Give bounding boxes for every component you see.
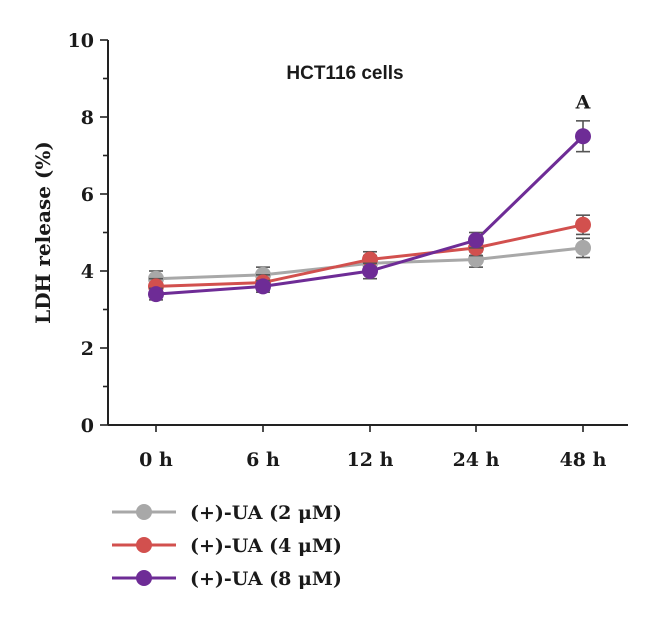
data-point (362, 263, 378, 279)
legend-item: (+)-UA (4 μM) (112, 535, 342, 557)
data-point (575, 216, 591, 233)
x-tick-label: 6 h (246, 449, 280, 471)
legend-item: (+)-UA (8 μM) (112, 568, 342, 590)
legend-swatch-marker (136, 570, 152, 586)
legend: (+)-UA (2 μM) (+)-UA (4 μM) (+)-UA (8 μM) (112, 502, 342, 590)
chart-title: HCT116 cells (286, 63, 403, 84)
y-tick-label: 8 (81, 107, 94, 129)
legend-item: (+)-UA (2 μM) (112, 502, 342, 524)
data-point (575, 239, 591, 256)
x-tick-label: 24 h (453, 449, 500, 471)
y-tick-label: 10 (68, 30, 94, 52)
x-tick-label: 48 h (560, 449, 607, 471)
legend-label: (+)-UA (8 μM) (190, 568, 342, 590)
y-tick-label: 0 (81, 415, 94, 437)
x-tick-label: 12 h (347, 449, 394, 471)
data-point (148, 286, 164, 303)
y-tick-label: 2 (81, 338, 94, 360)
series-3 (148, 120, 591, 303)
axes: 0 2 4 6 8 10 0 h 6 h 12 h 24 h 48 h (68, 30, 628, 471)
data-point (255, 278, 271, 295)
y-tick-label: 6 (81, 184, 94, 206)
y-tick-label: 4 (81, 261, 94, 283)
data-point (468, 232, 484, 249)
x-tick-label: 0 h (139, 449, 173, 471)
legend-label: (+)-UA (2 μM) (190, 502, 342, 524)
data-point (575, 128, 591, 145)
legend-swatch-marker (136, 504, 152, 520)
annotation-label: A (575, 92, 591, 114)
annotation-layer: A (575, 92, 591, 114)
series-layer (148, 120, 591, 303)
legend-label: (+)-UA (4 μM) (190, 535, 342, 557)
y-axis-label: LDH release (%) (31, 141, 55, 324)
legend-swatch-marker (136, 537, 152, 553)
